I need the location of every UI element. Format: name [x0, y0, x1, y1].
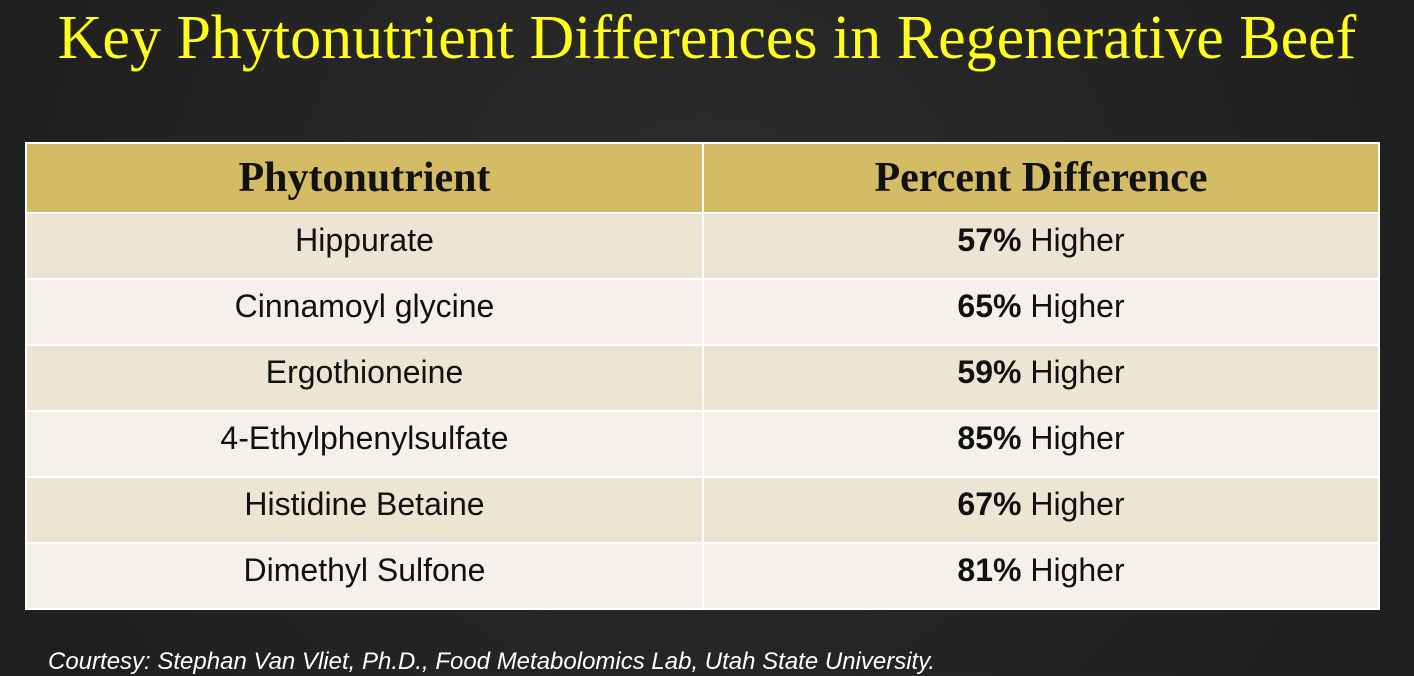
data-table: Phytonutrient Percent Difference Hippura…: [25, 142, 1380, 610]
header-row: Phytonutrient Percent Difference: [25, 142, 1380, 214]
difference-cell: 57% Higher: [702, 212, 1380, 280]
table-row: Histidine Betaine 67% Higher: [25, 476, 1380, 544]
percent-value: 81%: [957, 552, 1022, 588]
phytonutrient-cell: Hippurate: [25, 212, 704, 280]
difference-text: Higher: [1030, 486, 1125, 522]
difference-cell: 81% Higher: [702, 542, 1380, 610]
difference-cell: 67% Higher: [702, 476, 1380, 544]
phytonutrient-cell: Cinnamoyl glycine: [25, 278, 704, 346]
phytonutrient-cell: 4-Ethylphenylsulfate: [25, 410, 704, 478]
slide-title: Key Phytonutrient Differences in Regener…: [57, 4, 1357, 72]
difference-cell: 85% Higher: [702, 410, 1380, 478]
footer-credit: Courtesy: Stephan Van Vliet, Ph.D., Food…: [48, 648, 936, 675]
difference-cell: 65% Higher: [702, 278, 1380, 346]
header-cell: Percent Difference: [702, 142, 1380, 214]
table-row: 4-Ethylphenylsulfate 85% Higher: [25, 410, 1380, 478]
percent-value: 85%: [957, 420, 1022, 456]
table-row: Ergothioneine 59% Higher: [25, 344, 1380, 412]
difference-cell: 59% Higher: [702, 344, 1380, 412]
difference-text: Higher: [1030, 420, 1125, 456]
difference-text: Higher: [1030, 288, 1125, 324]
table-row: Hippurate 57% Higher: [25, 212, 1380, 280]
phytonutrient-cell: Histidine Betaine: [25, 476, 704, 544]
percent-value: 67%: [957, 486, 1022, 522]
percent-value: 59%: [957, 354, 1022, 390]
phytonutrient-cell: Dimethyl Sulfone: [25, 542, 704, 610]
percent-value: 65%: [957, 288, 1022, 324]
phytonutrient-cell: Ergothioneine: [25, 344, 704, 412]
table-row: Cinnamoyl glycine 65% Higher: [25, 278, 1380, 346]
difference-text: Higher: [1030, 222, 1125, 258]
difference-text: Higher: [1030, 552, 1125, 588]
difference-text: Higher: [1030, 354, 1125, 390]
percent-value: 57%: [957, 222, 1022, 258]
header-cell: Phytonutrient: [25, 142, 704, 214]
table-row: Dimethyl Sulfone 81% Higher: [25, 542, 1380, 610]
